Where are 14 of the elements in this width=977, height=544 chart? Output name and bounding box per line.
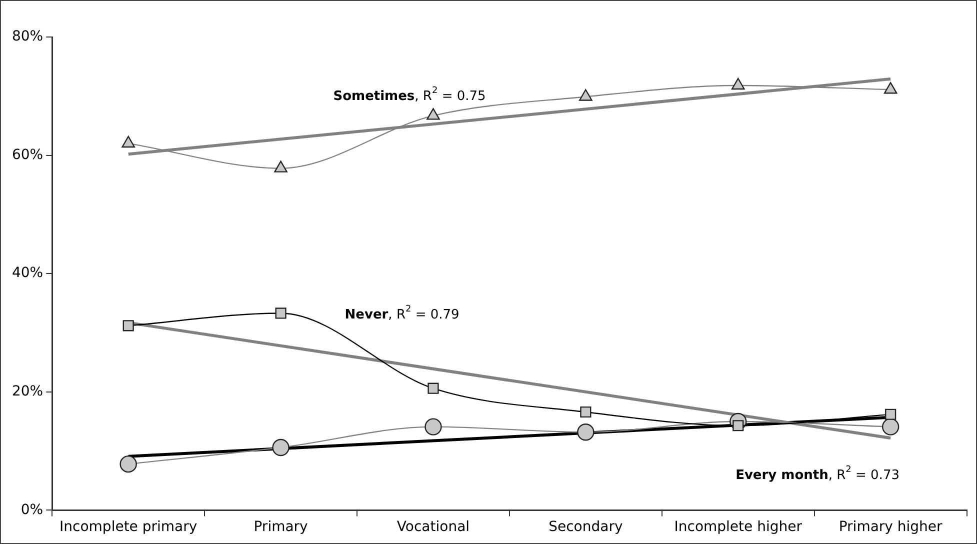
x-tick-label: Vocational [396,519,470,536]
x-tick-label: Incomplete higher [674,519,802,536]
x-tick-label: Primary higher [838,519,943,536]
text: Every month [736,468,828,484]
y-tick-label: 20% [12,384,44,400]
y-tick-label: 0% [20,502,44,518]
series-label: Sometimes [333,89,415,104]
x-tick-label: Secondary [548,519,623,536]
x-tick-label: Primary [254,519,308,536]
y-tick-label: 40% [12,265,44,282]
x-tick-label: Incomplete primary [60,519,198,536]
y-tick-label: 60% [12,146,44,163]
y-tick-label: 80% [12,28,44,45]
series-label: Never [344,308,389,323]
